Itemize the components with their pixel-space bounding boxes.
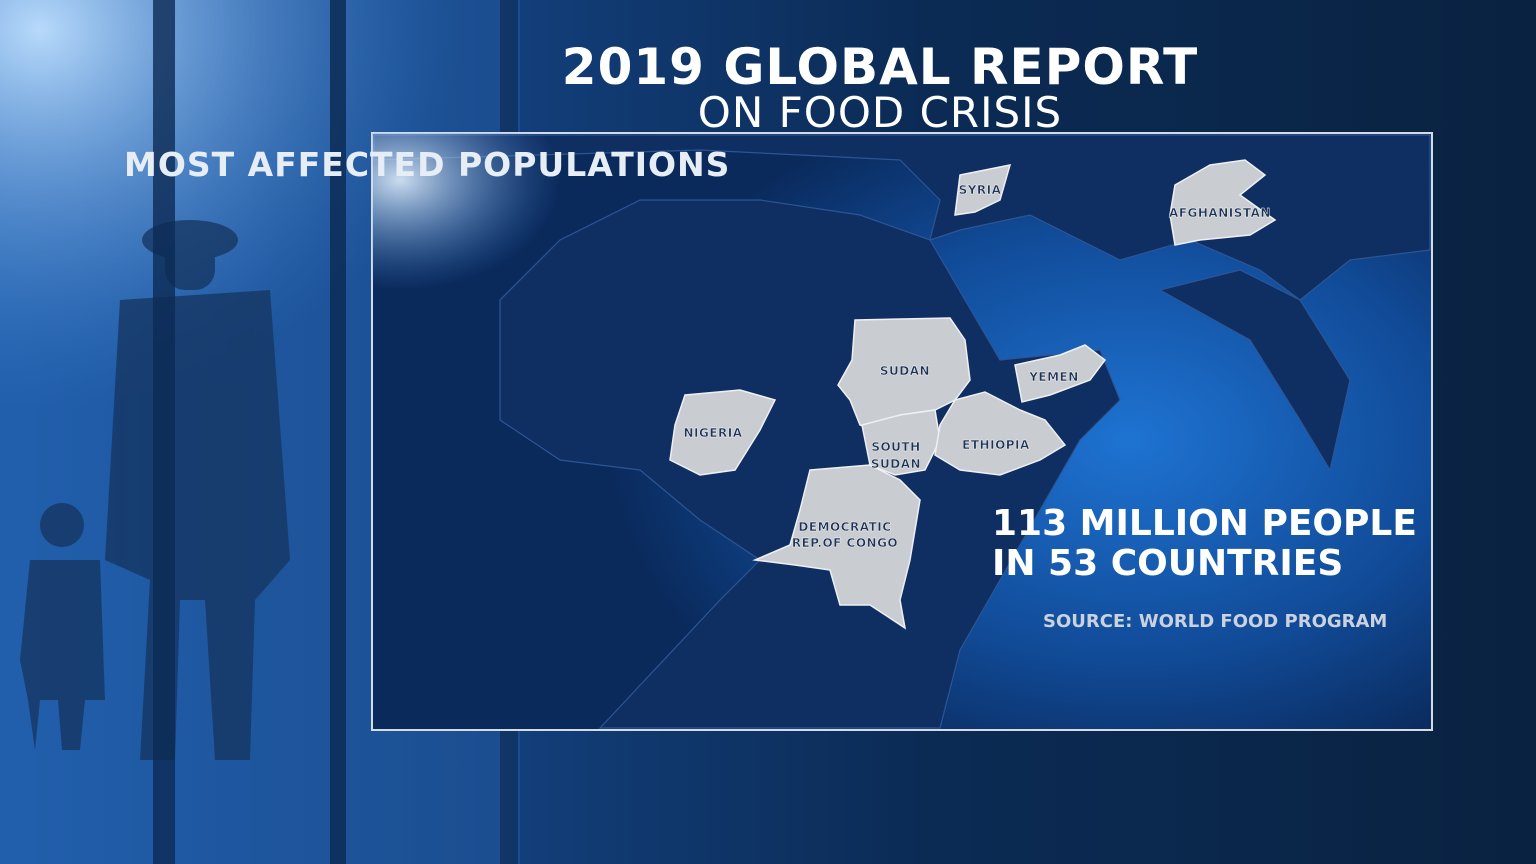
country-label: SUDAN bbox=[871, 457, 921, 471]
country-label: NIGERIA bbox=[683, 426, 742, 440]
country-label: SYRIA bbox=[959, 183, 1002, 197]
section-label: MOST AFFECTED POPULATIONS bbox=[124, 145, 730, 184]
country-label: AFGHANISTAN bbox=[1169, 206, 1271, 220]
map bbox=[372, 133, 1431, 729]
country-label: SUDAN bbox=[880, 364, 930, 378]
country-label: REP.OF CONGO bbox=[792, 536, 898, 550]
land-mass bbox=[1158, 269, 1351, 472]
vertical-bar bbox=[330, 0, 346, 864]
country-shape bbox=[1169, 159, 1277, 246]
country-shape bbox=[1014, 344, 1107, 403]
vertical-bar bbox=[153, 0, 175, 864]
country-label: ETHIOPIA bbox=[962, 438, 1030, 452]
country-label: DEMOCRATIC bbox=[798, 520, 891, 534]
country-labels: SYRIA AFGHANISTAN SUDAN YEMEN NIGERIA SO… bbox=[683, 183, 1270, 550]
stat-line: IN 53 COUNTRIES bbox=[992, 543, 1343, 584]
country-shape bbox=[752, 464, 921, 630]
stat-line: 113 MILLION PEOPLE bbox=[992, 503, 1417, 544]
country-shape bbox=[669, 389, 777, 476]
country-shape bbox=[934, 391, 1067, 476]
light-flare bbox=[372, 133, 672, 313]
source: SOURCE: WORLD FOOD PROGRAM bbox=[1043, 611, 1387, 632]
subtitle: ON FOOD CRISIS bbox=[698, 88, 1062, 137]
title: 2019 GLOBAL REPORT bbox=[562, 38, 1198, 96]
country-shape bbox=[954, 164, 1012, 216]
country-label: SOUTH bbox=[871, 440, 920, 454]
country-label: YEMEN bbox=[1028, 370, 1079, 384]
